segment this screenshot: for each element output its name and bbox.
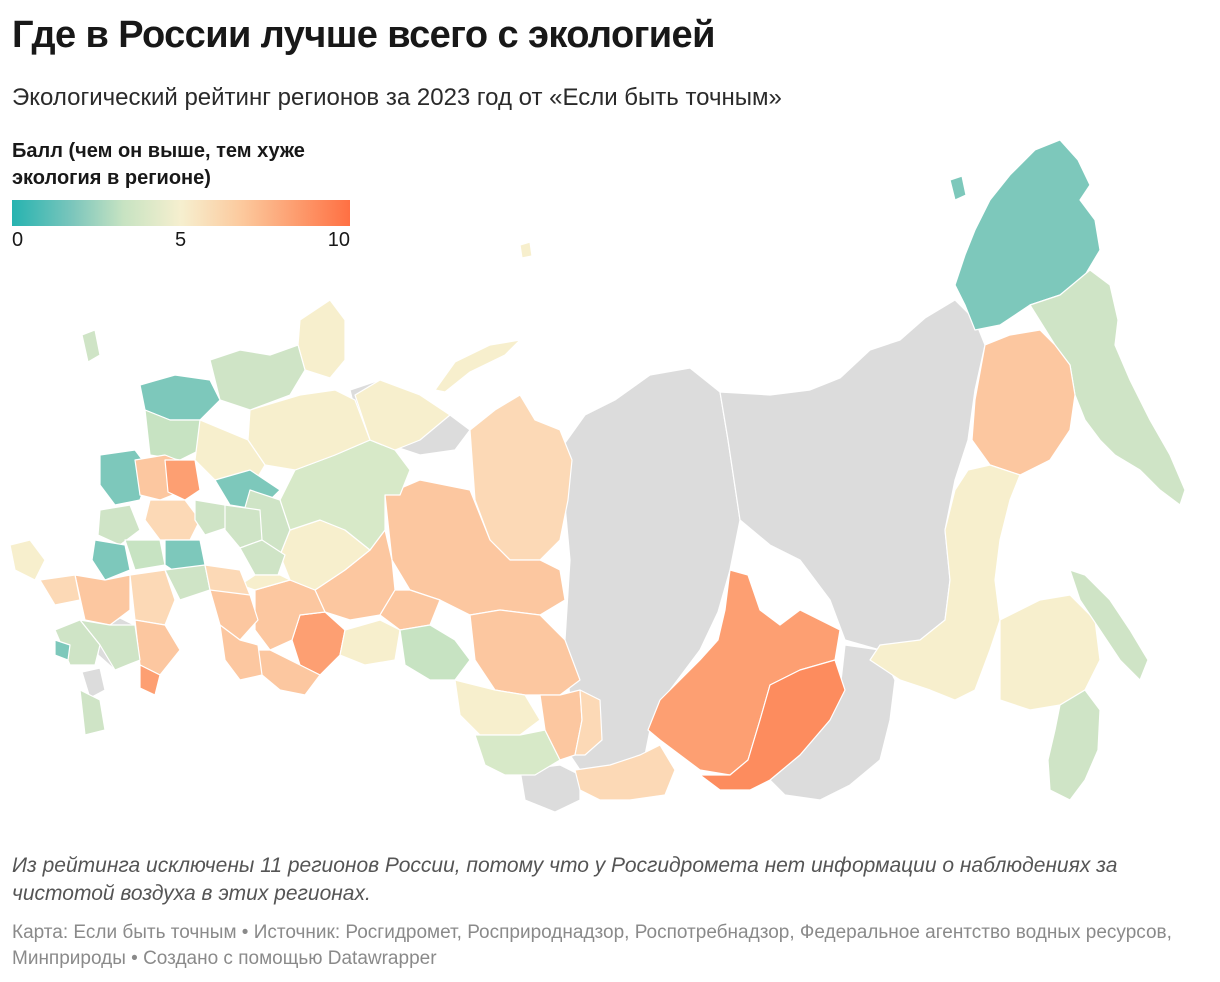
region-astrakhan bbox=[139, 664, 161, 696]
region-karelia bbox=[209, 344, 306, 411]
region-amur bbox=[999, 594, 1101, 711]
region-kaliningrad bbox=[81, 329, 101, 363]
region-no-data-crimea bbox=[81, 667, 106, 699]
region-kursk bbox=[74, 574, 131, 626]
region-samara bbox=[209, 589, 259, 641]
legend-tick-max: 10 bbox=[327, 229, 350, 251]
footnote: Из рейтинга исключены 11 регионов России… bbox=[12, 854, 1118, 905]
region-primorye bbox=[1047, 689, 1101, 801]
region-buryatia bbox=[699, 659, 846, 791]
chart-subtitle: Экологический рейтинг регионов за 2023 г… bbox=[12, 84, 782, 111]
region-khabarovsk bbox=[869, 464, 1021, 701]
color-legend: Балл (чем он выше, тем хуже экология в р… bbox=[12, 138, 352, 253]
region-adygea bbox=[54, 639, 71, 661]
region-stavropol bbox=[79, 689, 106, 736]
region-tomsk bbox=[469, 609, 581, 696]
region-novosibirsk bbox=[454, 679, 541, 736]
region-chelyabinsk bbox=[291, 611, 346, 676]
region-moscow-oblast bbox=[144, 499, 201, 541]
region-nenets bbox=[354, 379, 451, 451]
russia-choropleth-map bbox=[9, 139, 1186, 813]
region-no-data-yakutia bbox=[719, 299, 986, 651]
region-belgorod bbox=[39, 574, 81, 606]
region-saratov bbox=[219, 624, 263, 681]
region-novaya-zemlya bbox=[434, 339, 521, 393]
region-kaluga bbox=[124, 539, 166, 571]
region-omsk bbox=[399, 624, 471, 681]
legend-tick-min: 0 bbox=[12, 229, 24, 251]
region-altai-krai bbox=[474, 729, 561, 776]
legend-ticks: 0 5 10 bbox=[12, 229, 352, 253]
region-no-data-tuva bbox=[519, 764, 581, 813]
region-voronezh bbox=[129, 569, 176, 626]
legend-gradient-bar bbox=[12, 200, 350, 226]
region-magadan bbox=[971, 329, 1076, 476]
region-orenburg bbox=[254, 649, 321, 696]
region-franz-josef bbox=[519, 241, 533, 259]
region-bryansk bbox=[91, 539, 131, 581]
region-sakhalin bbox=[1069, 569, 1149, 681]
region-kurgan bbox=[339, 619, 401, 666]
source-credit: Карта: Если быть точным • Источник: Росг… bbox=[12, 922, 1172, 969]
region-murmansk bbox=[297, 299, 346, 379]
region-oryol bbox=[9, 539, 46, 581]
region-yaroslavl bbox=[164, 459, 201, 501]
region-kamchatka bbox=[1029, 269, 1186, 506]
region-khakassia bbox=[574, 689, 603, 756]
region-chuvashia bbox=[239, 539, 286, 576]
legend-tick-mid: 5 bbox=[175, 229, 187, 251]
region-wrangel-island bbox=[949, 175, 967, 201]
region-smolensk bbox=[97, 504, 141, 546]
legend-title: Балл (чем он выше, тем хуже экология в р… bbox=[12, 140, 305, 189]
region-altai-rep bbox=[574, 744, 676, 801]
chart-title: Где в России лучше всего с экологией bbox=[12, 14, 715, 56]
